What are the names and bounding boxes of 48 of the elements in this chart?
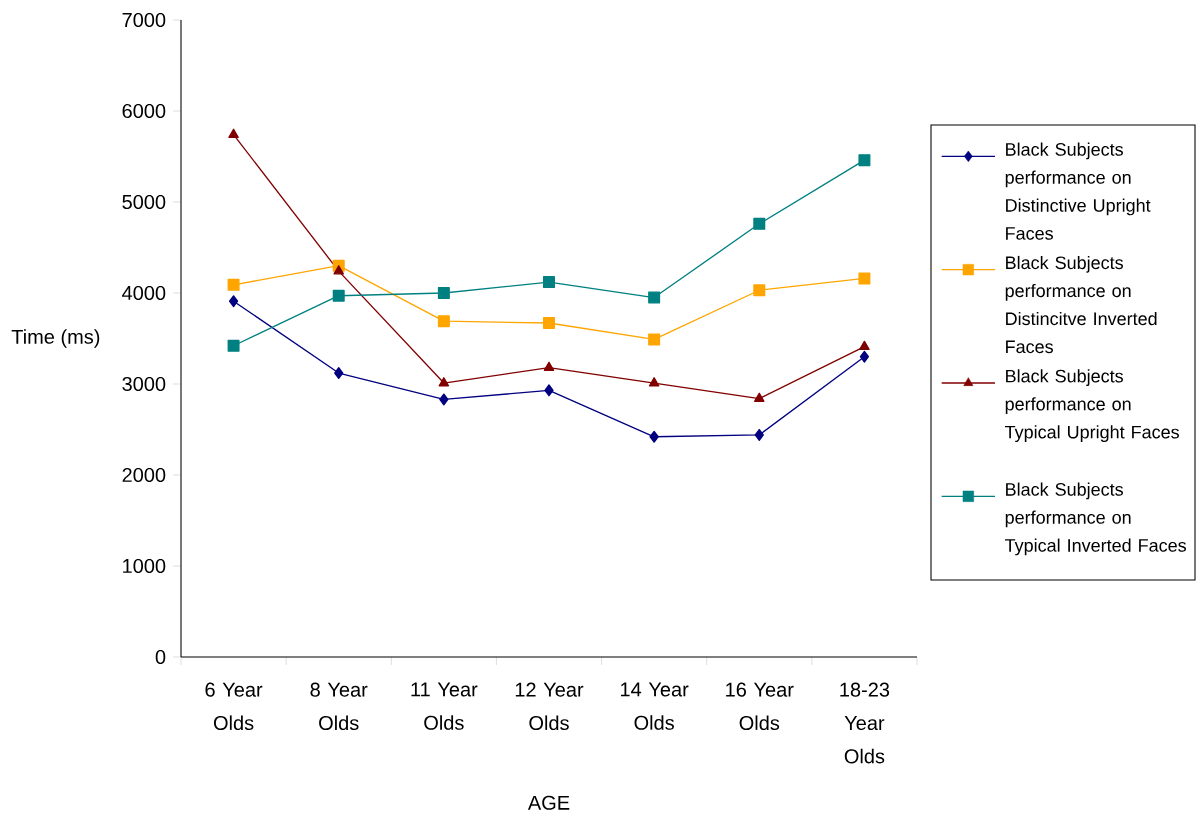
point: [858, 154, 871, 167]
point: [649, 430, 659, 443]
point: [227, 278, 240, 291]
legend-label: Black Subjects performance on Typical Inverted Faces: [1005, 482, 1186, 556]
point: [543, 361, 555, 371]
legend-label: Black Subjects performance on Distinctive Upright Faces: [1005, 142, 1151, 240]
point: [437, 315, 450, 328]
legend-label: Black Subjects performance on Typical Upright Faces: [1005, 369, 1179, 443]
y-tick-label: 4000: [122, 285, 166, 301]
point: [753, 284, 766, 297]
x-tick-label: 6 Year Olds: [205, 682, 263, 731]
point: [543, 276, 555, 289]
y-tick-label: 6000: [122, 103, 166, 119]
x-axis-title: AGE: [527, 795, 570, 810]
point: [858, 272, 871, 285]
point: [438, 377, 450, 387]
x-tick-label: 8 Year Olds: [310, 682, 368, 731]
y-tick-label: 1000: [123, 558, 166, 574]
y-tick-label: 2000: [122, 467, 166, 483]
point: [648, 333, 661, 346]
x-tick-label: 16 Year Olds: [726, 682, 794, 731]
y-tick-label: 3000: [122, 376, 166, 392]
point: [648, 377, 660, 387]
point: [227, 339, 240, 352]
x-tick-label: 18-23 Year Olds: [840, 682, 890, 764]
y-tick-label: 7000: [122, 12, 166, 28]
y-tick-label: 0: [155, 649, 166, 665]
point: [228, 128, 239, 138]
y-axis-title: Time (ms): [11, 329, 100, 348]
point: [228, 295, 239, 308]
point: [859, 350, 870, 363]
point: [754, 428, 764, 441]
point: [543, 317, 555, 330]
point: [334, 367, 344, 380]
point: [333, 265, 345, 275]
point: [437, 286, 450, 299]
point: [753, 217, 766, 230]
point: [753, 392, 765, 402]
y-tick-label: 5000: [122, 194, 166, 210]
point: [544, 384, 554, 397]
point: [859, 340, 870, 351]
x-tick-label: 11 Year Olds: [411, 682, 478, 730]
point: [648, 291, 661, 304]
legend-label: Black Subjects performance on Distincitve Inverted Faces: [1005, 255, 1157, 354]
point: [439, 393, 449, 406]
x-tick-label: 14 Year Olds: [621, 682, 689, 730]
point: [332, 289, 345, 302]
x-tick-label: 12 Year Olds: [515, 682, 584, 731]
